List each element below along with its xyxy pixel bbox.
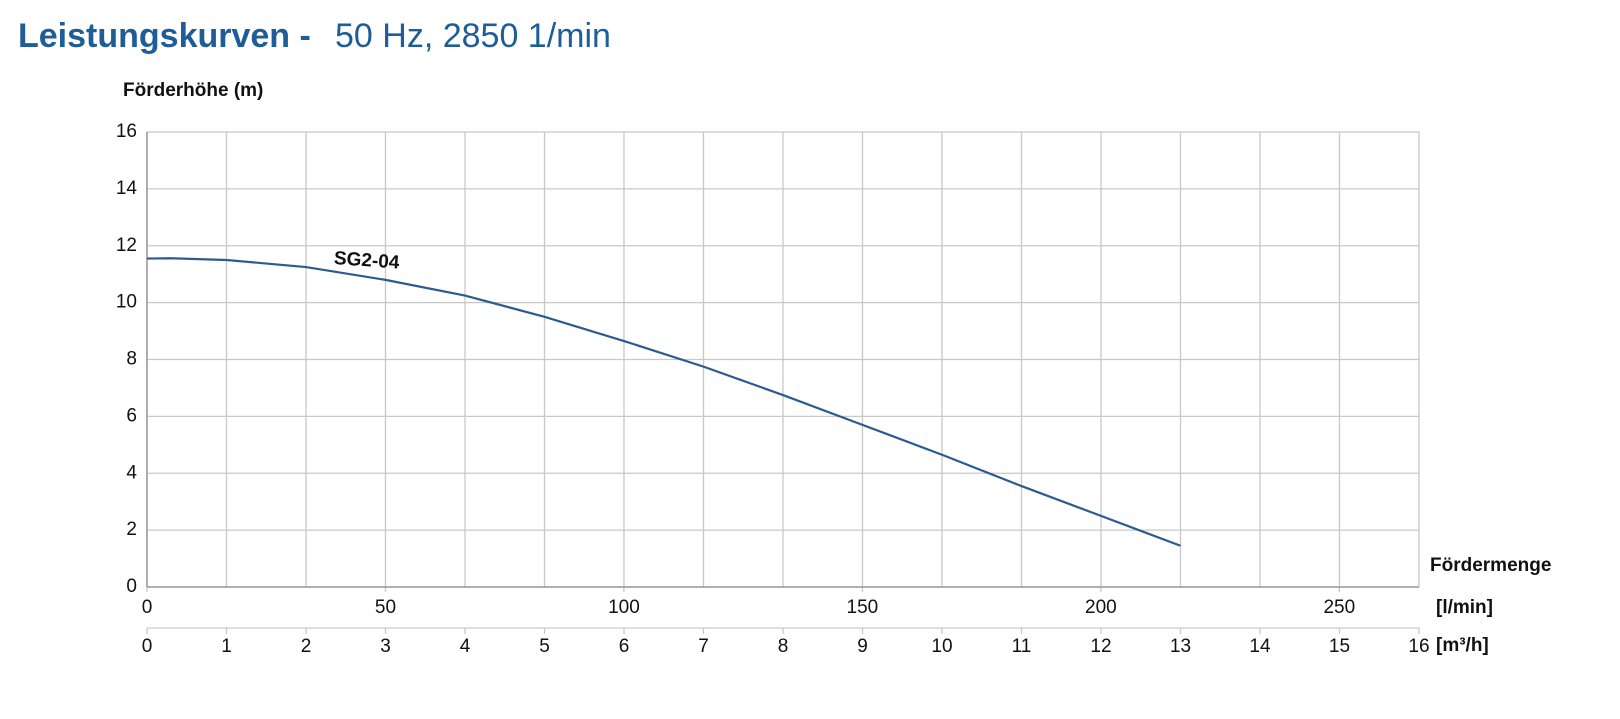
x2-tick-label: 50: [375, 597, 396, 618]
x-tick-label: 6: [619, 636, 630, 657]
x-tick-label: 13: [1170, 636, 1191, 657]
x-tick-label: 7: [698, 636, 709, 657]
x-tick-label: 9: [857, 636, 868, 657]
y-tick-label: 0: [126, 576, 137, 597]
y-axis-label: Förderhöhe (m): [123, 80, 263, 101]
chart-title: Leistungskurven -: [18, 17, 311, 55]
y-tick-label: 10: [116, 292, 137, 313]
x-tick-label: 1: [221, 636, 232, 657]
y-tick-label: 16: [116, 121, 137, 142]
series-label: SG2-04: [333, 248, 400, 274]
x2-tick-label: 200: [1085, 597, 1117, 618]
x-tick-label: 5: [539, 636, 550, 657]
x-tick-label: 8: [778, 636, 789, 657]
curve: [146, 257, 1181, 547]
y-tick-label: 14: [116, 178, 138, 199]
y-tick-label: 2: [126, 519, 137, 540]
x-tick-label: 4: [460, 636, 471, 657]
chart-subtitle: 50 Hz, 2850 1/min: [335, 17, 611, 55]
x-axis-label: Fördermenge: [1430, 555, 1551, 576]
x-tick-label: 12: [1090, 636, 1111, 657]
x2-tick-label: 150: [847, 597, 879, 618]
x-tick-label: 11: [1012, 636, 1032, 657]
y-tick-label: 12: [116, 235, 137, 256]
y-tick-label: 4: [126, 462, 137, 483]
x-tick-label: 14: [1249, 636, 1271, 657]
x-tick-label: 2: [301, 636, 312, 657]
x-tick-label: 15: [1329, 636, 1350, 657]
x2-unit: [l/min]: [1436, 597, 1493, 618]
y-tick-label: 6: [126, 405, 137, 426]
y-tick-label: 8: [126, 349, 137, 370]
x-tick-label: 0: [142, 636, 153, 657]
x-tick-label: 10: [931, 636, 952, 657]
x-tick-label: 3: [380, 636, 391, 657]
x-tick-label: 16: [1408, 636, 1429, 657]
x2-tick-label: 100: [608, 597, 640, 618]
x-unit: [m³/h]: [1436, 635, 1489, 656]
x2-tick-label: 0: [142, 597, 153, 618]
x2-tick-label: 250: [1323, 597, 1355, 618]
